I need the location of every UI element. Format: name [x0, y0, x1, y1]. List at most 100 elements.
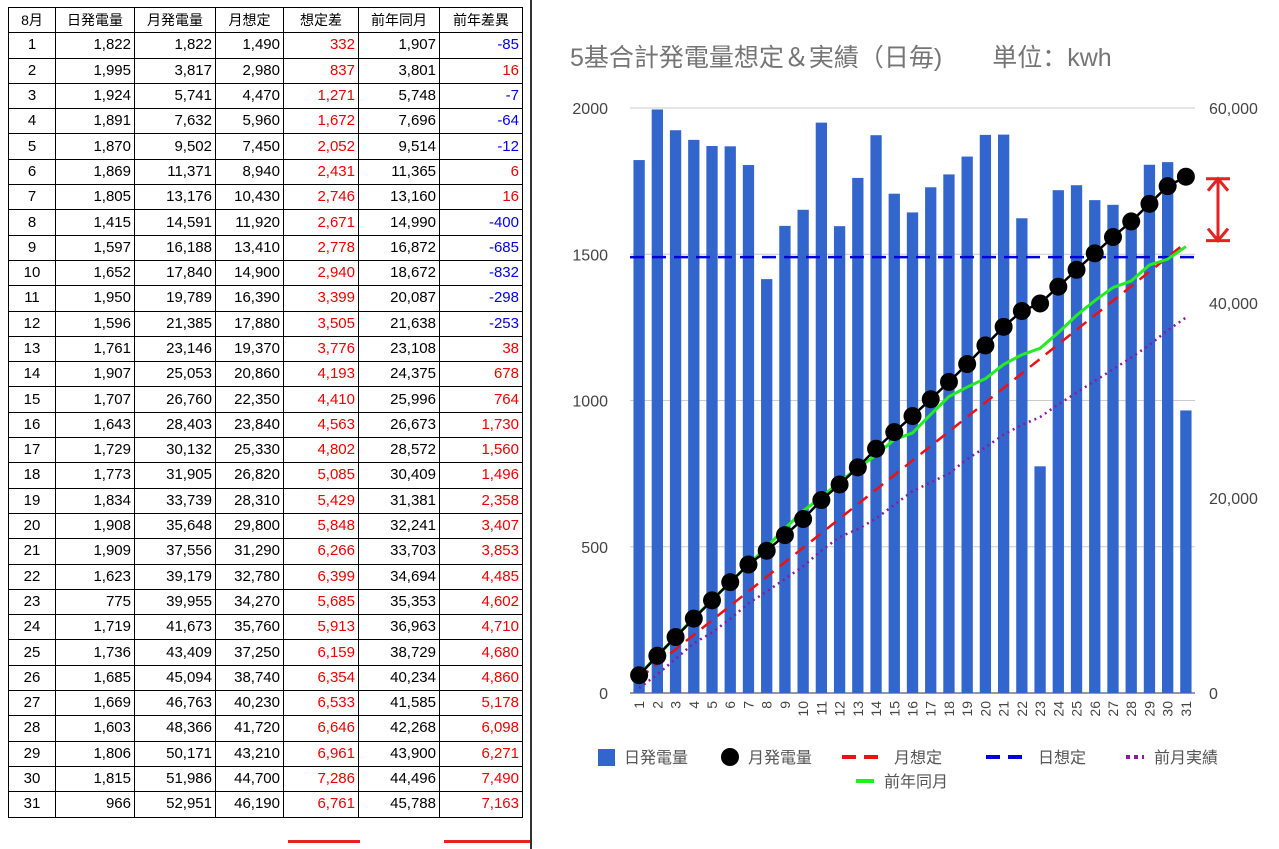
- table-row: 5 1,870 9,502 7,450 2,052 9,514 -12: [8, 133, 523, 160]
- table-cell: 8: [8, 209, 56, 236]
- monthly-actual-point: [976, 336, 995, 355]
- table-cell: 26,673: [358, 411, 440, 439]
- x-tick-label: 8: [759, 701, 775, 709]
- table-cell: 33,739: [134, 487, 216, 514]
- table-cell: 1,773: [55, 462, 135, 489]
- table-cell: 4,563: [283, 411, 359, 439]
- monthly-actual-point: [1049, 277, 1068, 296]
- table-row: 21 1,909 37,556 31,290 6,266 33,703 3,853: [8, 538, 523, 565]
- table-cell: 51,986: [134, 765, 216, 793]
- table-cell: 5,848: [283, 512, 359, 540]
- x-tick-label: 4: [686, 701, 702, 709]
- column-header: 月想定: [215, 6, 284, 34]
- table-cell: 1,736: [55, 639, 135, 666]
- table-cell: 25,330: [215, 437, 284, 464]
- table-cell: 26,820: [215, 462, 284, 489]
- monthly-plan-line: [638, 241, 1187, 680]
- table-cell: 28,572: [358, 437, 440, 464]
- prev-month-line: [638, 316, 1187, 690]
- table-cell: 23,146: [134, 335, 216, 363]
- table-cell: 7,632: [134, 108, 216, 135]
- table-cell: 15: [8, 386, 56, 413]
- x-tick-label: 15: [886, 701, 902, 717]
- table-cell: 11,371: [134, 158, 216, 186]
- table-cell: 16: [439, 57, 523, 84]
- table-cell: 45,788: [358, 791, 440, 818]
- table-cell: 32,241: [358, 512, 440, 540]
- table-cell: 31,381: [358, 487, 440, 514]
- x-tick-label: 17: [923, 701, 939, 717]
- table-row: 20 1,908 35,648 29,800 5,848 32,241 3,407: [8, 512, 523, 540]
- monthly-actual-point: [757, 541, 776, 560]
- table-cell: 12: [8, 310, 56, 337]
- table-row: 30 1,815 51,986 44,700 7,286 44,496 7,490: [8, 765, 523, 793]
- y-left-tick-label: 1000: [572, 394, 608, 411]
- table-cell: 837: [283, 57, 359, 84]
- y-left-tick-label: 0: [599, 686, 608, 703]
- table-row: 17 1,729 30,132 25,330 4,802 28,572 1,560: [8, 437, 523, 464]
- x-tick-label: 28: [1123, 701, 1139, 717]
- column-header: 日発電量: [55, 6, 135, 34]
- table-cell: 19,370: [215, 335, 284, 363]
- monthly-actual-point: [1122, 212, 1141, 231]
- table-cell: -64: [439, 108, 523, 135]
- y-right-tick-label: 0: [1209, 686, 1218, 703]
- table-cell: 24,375: [358, 361, 440, 388]
- legend-label: 月発電量: [748, 749, 812, 767]
- table-row: 12 1,596 21,385 17,880 3,505 21,638 -253: [8, 310, 523, 337]
- x-tick-label: 6: [722, 701, 738, 709]
- table-cell: 46,763: [134, 690, 216, 717]
- table-cell: 2,778: [283, 234, 359, 261]
- table-cell: 2,746: [283, 184, 359, 211]
- table-cell: 6,399: [283, 563, 359, 590]
- table-cell: 7,286: [283, 765, 359, 793]
- table-cell: 11,920: [215, 209, 284, 236]
- table-cell: 1,415: [55, 209, 135, 236]
- monthly-actual-point: [630, 666, 649, 685]
- table-cell: 8,940: [215, 158, 284, 186]
- table-cell: 3,505: [283, 310, 359, 337]
- table-cell: -298: [439, 285, 523, 312]
- table-cell: 1,603: [55, 715, 135, 742]
- lines: [630, 167, 1195, 690]
- table-cell: 39,179: [134, 563, 216, 590]
- table-cell: 34,694: [358, 563, 440, 590]
- table-cell: 5,748: [358, 82, 440, 110]
- table-cell: 1,924: [55, 82, 135, 110]
- x-tick-label: 26: [1087, 701, 1103, 717]
- table-cell: 35,760: [215, 614, 284, 641]
- table-cell: 6,961: [283, 740, 359, 767]
- table-row: 13 1,761 23,146 19,370 3,776 23,108 38: [8, 335, 523, 363]
- table-row: 8 1,415 14,591 11,920 2,671 14,990 -400: [8, 209, 523, 236]
- y-right-tick-label: 20,000: [1209, 491, 1258, 508]
- table-row: 23 775 39,955 34,270 5,685 35,353 4,602: [8, 588, 523, 616]
- x-tick-label: 18: [941, 701, 957, 717]
- table-cell: 5,085: [283, 462, 359, 489]
- bar: [742, 165, 755, 694]
- table-cell: 25,996: [358, 386, 440, 413]
- arrow-head-up: [1206, 176, 1230, 192]
- table-cell: 18: [8, 462, 56, 489]
- bar: [669, 130, 682, 694]
- table-cell: 966: [55, 791, 135, 818]
- table-cell: 45,094: [134, 664, 216, 692]
- table-cell: 4,470: [215, 82, 284, 110]
- table-cell: 4: [8, 108, 56, 135]
- table-cell: 1,490: [215, 32, 284, 59]
- x-tick-label: 12: [832, 701, 848, 717]
- table-cell: 46,190: [215, 791, 284, 818]
- table-cell: 7,490: [439, 765, 523, 793]
- table-cell: 4,680: [439, 639, 523, 666]
- table-cell: 50,171: [134, 740, 216, 767]
- table-row: 10 1,652 17,840 14,900 2,940 18,672 -832: [8, 259, 523, 287]
- table-cell: 20: [8, 512, 56, 540]
- table-cell: 44,496: [358, 765, 440, 793]
- chart-title: 5基合計発電量想定＆実績（日毎) 単位：kwh: [570, 44, 1112, 72]
- x-tick-label: 14: [868, 701, 884, 717]
- table-cell: 40,230: [215, 690, 284, 717]
- bar: [979, 134, 992, 693]
- data-table: 8月 日発電量 月発電量 月想定 想定差 前年同月 前年差異 1 1,822 1,822 1,49…: [8, 6, 523, 818]
- table-cell: 48,366: [134, 715, 216, 742]
- table-cell: 9,502: [134, 133, 216, 160]
- monthly-actual-point: [939, 372, 958, 391]
